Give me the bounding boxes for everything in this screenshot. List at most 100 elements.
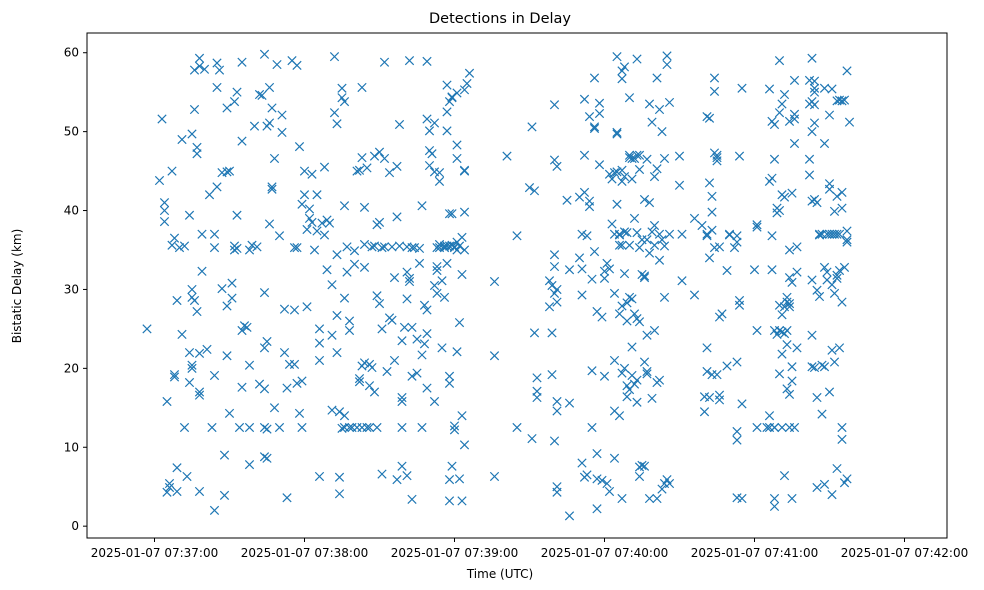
data-point: [637, 235, 647, 245]
data-point: [549, 261, 560, 272]
data-point: [222, 301, 232, 311]
data-point: [549, 436, 560, 446]
data-point: [639, 461, 650, 471]
data-point: [232, 87, 242, 97]
data-point: [664, 229, 675, 239]
data-point: [289, 359, 300, 370]
data-point: [307, 217, 317, 227]
data-point: [609, 168, 620, 178]
data-point: [444, 378, 455, 388]
data-point: [837, 422, 847, 433]
data-point: [259, 422, 270, 433]
data-point: [704, 392, 715, 403]
data-point: [289, 243, 300, 253]
data-point: [434, 239, 445, 250]
data-point: [654, 104, 665, 115]
data-point: [222, 351, 232, 361]
data-point: [812, 392, 822, 403]
data-point: [769, 422, 780, 433]
data-point: [184, 210, 195, 220]
data-point: [784, 302, 795, 312]
data-point: [624, 240, 635, 250]
data-point: [807, 275, 817, 285]
data-point: [612, 199, 622, 209]
data-point: [809, 362, 820, 373]
data-point: [837, 203, 847, 213]
data-point: [774, 325, 785, 336]
data-point: [369, 387, 380, 397]
data-point: [194, 348, 205, 358]
data-point: [784, 116, 795, 126]
data-point: [237, 325, 247, 336]
data-point: [827, 280, 837, 290]
data-point: [284, 359, 295, 370]
data-point: [294, 408, 305, 418]
data-point: [829, 288, 840, 299]
data-point: [582, 231, 592, 241]
data-point: [712, 370, 722, 380]
data-point: [212, 58, 222, 68]
data-point: [342, 267, 352, 277]
data-point: [777, 310, 787, 320]
data-point: [279, 347, 290, 358]
data-point: [654, 255, 665, 265]
data-point: [592, 448, 602, 459]
data-point: [162, 396, 172, 407]
data-point: [192, 306, 202, 317]
data-point: [737, 399, 747, 409]
data-point: [612, 127, 622, 138]
data-point: [164, 478, 175, 489]
data-point: [309, 245, 320, 255]
data-point: [242, 322, 252, 332]
data-point: [317, 218, 327, 228]
data-point: [354, 373, 365, 384]
data-point: [342, 242, 352, 252]
data-point: [752, 422, 762, 433]
data-point: [689, 213, 700, 224]
data-point: [752, 222, 762, 232]
data-point: [319, 230, 330, 240]
data-point: [839, 95, 850, 105]
data-point: [199, 64, 210, 74]
data-point: [324, 218, 335, 228]
data-point: [737, 83, 747, 93]
data-point: [644, 493, 655, 504]
data-point: [827, 489, 837, 500]
data-point: [197, 266, 207, 276]
data-point: [177, 134, 187, 145]
data-point: [239, 321, 250, 331]
data-point: [374, 147, 385, 157]
data-point: [647, 117, 657, 127]
data-point: [622, 228, 632, 238]
data-point: [179, 422, 190, 433]
data-point: [299, 190, 310, 200]
data-point: [777, 327, 787, 337]
data-point: [327, 280, 337, 290]
data-point: [812, 482, 822, 493]
data-point: [362, 422, 372, 433]
data-point: [702, 229, 712, 239]
data-point: [837, 297, 847, 307]
data-point: [774, 108, 785, 118]
data-point: [297, 422, 307, 433]
x-tick-label: 2025-01-07 07:40:00: [541, 546, 668, 560]
data-point: [634, 471, 645, 482]
data-point: [439, 292, 450, 302]
data-point: [634, 243, 645, 253]
data-point: [234, 422, 245, 433]
data-point: [764, 411, 775, 421]
data-point: [314, 324, 325, 334]
data-point: [594, 160, 605, 170]
data-point: [459, 165, 470, 175]
data-point: [222, 103, 232, 113]
data-point: [617, 74, 627, 84]
data-point: [724, 230, 735, 240]
data-point: [619, 363, 630, 373]
data-point: [274, 231, 285, 241]
data-point: [844, 117, 855, 127]
data-point: [617, 240, 627, 250]
data-point: [227, 278, 237, 288]
data-point: [602, 478, 612, 489]
data-point: [339, 293, 350, 303]
data-point: [637, 460, 647, 471]
